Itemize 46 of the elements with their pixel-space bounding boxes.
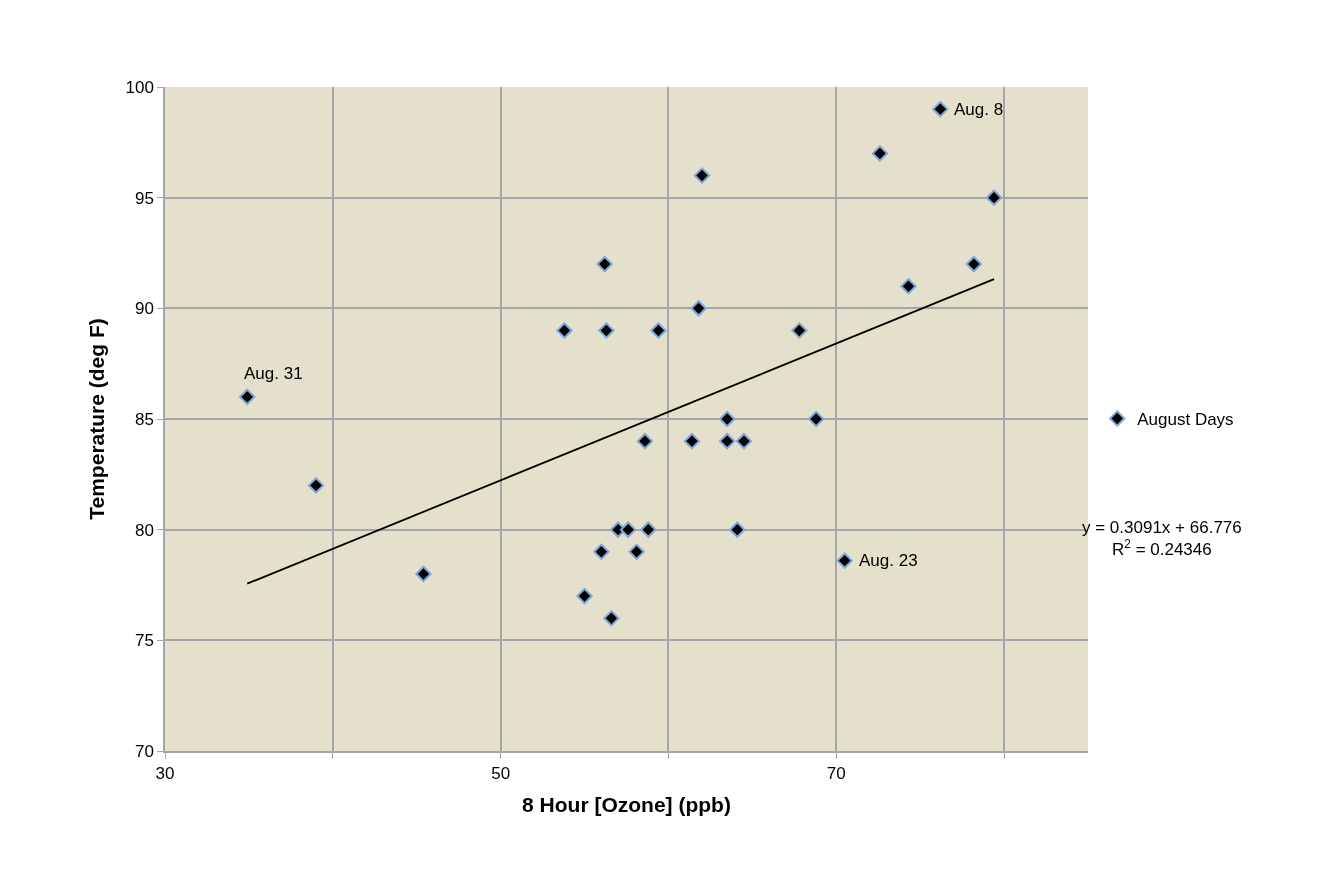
point <box>690 300 707 317</box>
y-tick-label: 95 <box>134 188 154 208</box>
point <box>729 521 746 538</box>
point <box>307 477 325 494</box>
point <box>576 587 593 605</box>
point <box>693 167 711 184</box>
annotation: Aug. 23 <box>859 551 918 570</box>
annotation: y = 0.3091x + 66.776 R$^{2}$ = 0.24346 <box>1082 518 1242 560</box>
point <box>719 432 736 450</box>
point <box>836 552 853 569</box>
point <box>598 322 615 339</box>
point <box>415 565 432 583</box>
point <box>620 521 637 538</box>
point <box>593 543 610 560</box>
y-tick-label: 75 <box>134 631 154 651</box>
point <box>603 610 620 627</box>
point <box>683 432 701 450</box>
legend-label: August Days <box>1137 410 1234 430</box>
y-tick-label: 80 <box>134 520 154 540</box>
point <box>640 521 657 538</box>
point <box>596 255 613 273</box>
point <box>965 255 983 273</box>
y-tick-label: 85 <box>134 409 154 429</box>
point <box>719 410 736 428</box>
x-tick-label: 30 <box>155 764 175 784</box>
x-axis-title: 8 Hour [Ozone] (ppb) <box>522 792 731 816</box>
annotation: Aug. 31 <box>244 364 303 383</box>
y-tick-label: 70 <box>134 741 154 761</box>
point <box>650 322 667 339</box>
point <box>628 543 645 560</box>
point <box>636 432 654 450</box>
point <box>807 410 825 428</box>
point <box>791 322 808 339</box>
point <box>556 322 573 339</box>
y-tick-label: 100 <box>125 77 154 97</box>
annotation: Aug. 8 <box>954 100 1004 119</box>
y-tick-label: 90 <box>134 299 154 319</box>
point <box>985 189 1003 206</box>
x-tick-label: 50 <box>491 764 511 784</box>
point <box>735 432 753 450</box>
x-tick-label: 70 <box>826 764 846 784</box>
point <box>900 278 917 295</box>
point <box>239 388 256 406</box>
point <box>932 100 949 118</box>
point <box>871 145 889 162</box>
y-axis-title: Temperature (deg F) <box>85 318 109 520</box>
